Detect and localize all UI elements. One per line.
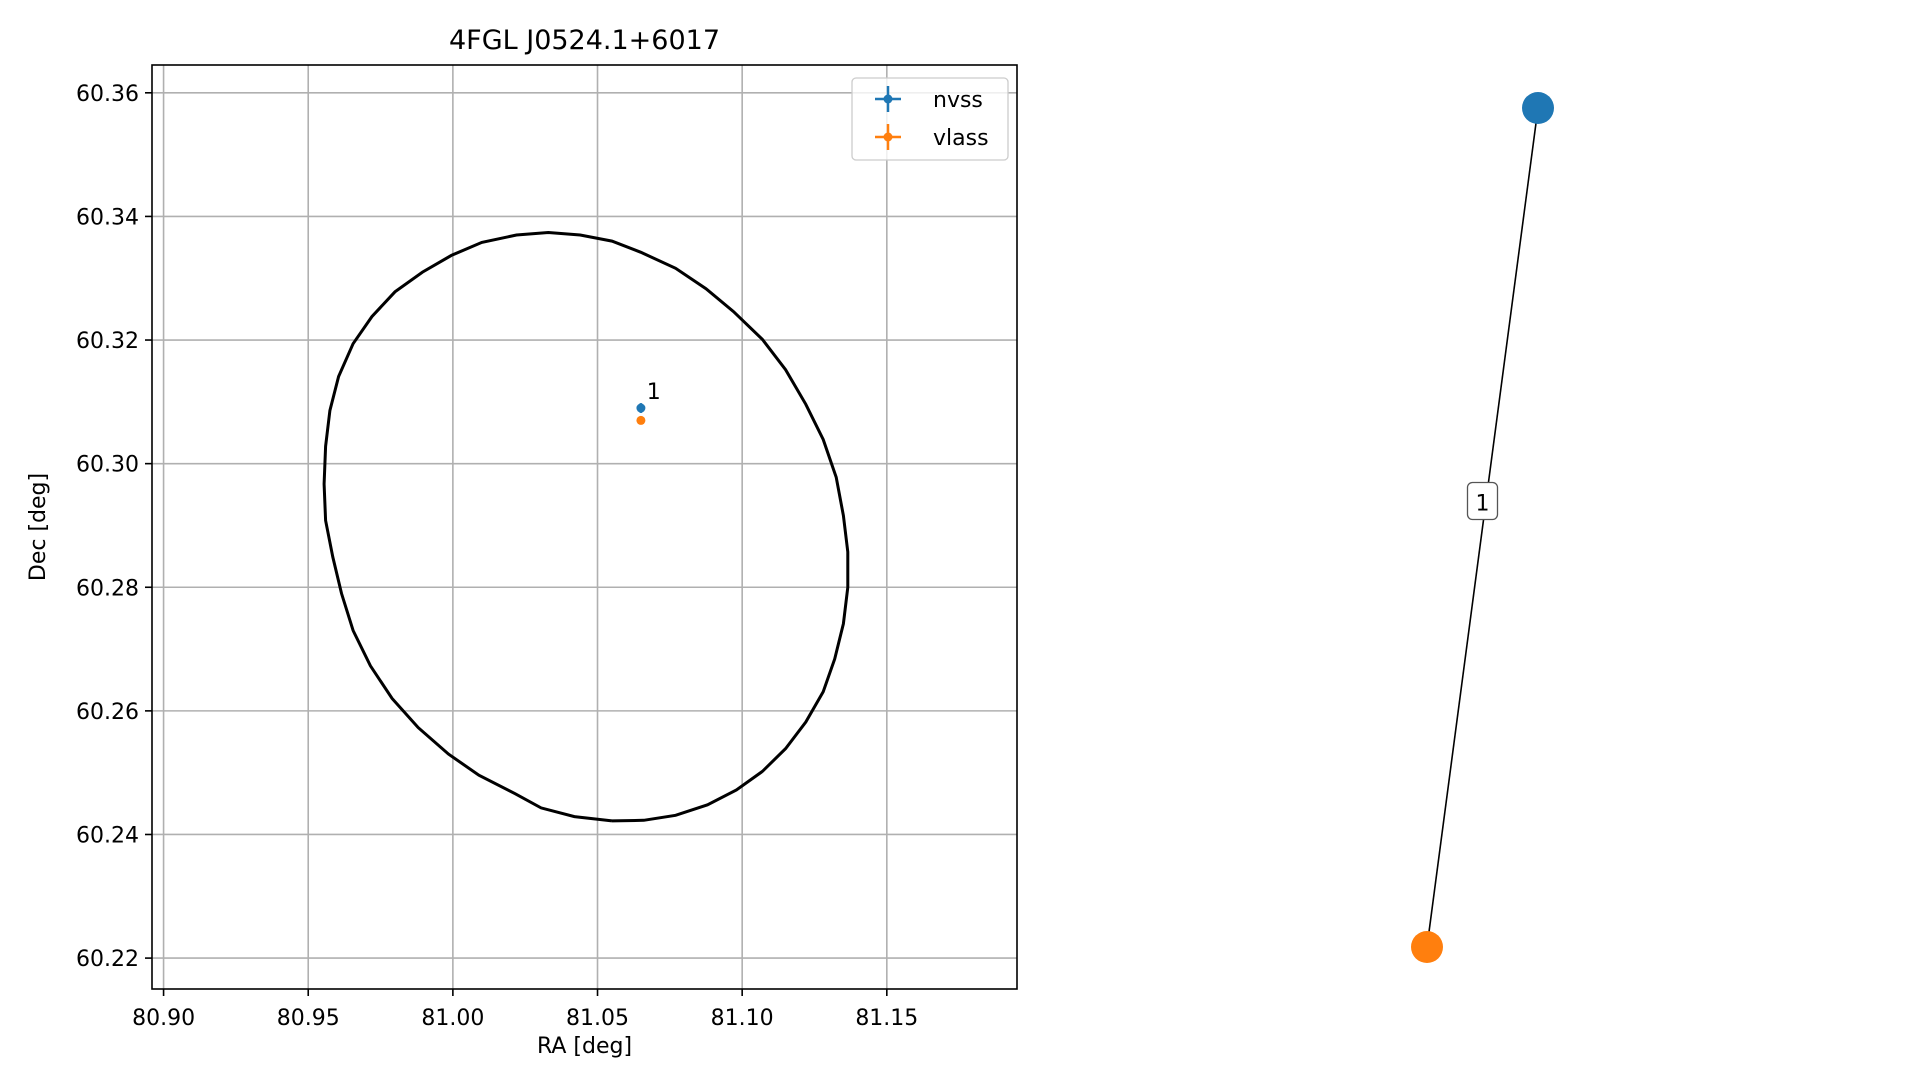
legend-entry-vlass [875,124,901,150]
x-tick-label: 81.05 [566,1006,629,1031]
y-tick-label: 60.24 [76,823,139,848]
data-point-nvss [636,403,646,413]
plot-frame [151,64,1018,990]
legend-label-nvss: nvss [933,88,983,113]
graph-node-nvss [1522,92,1554,124]
x-tick-label: 81.10 [711,1006,774,1031]
network-graph: 1 [1411,92,1554,963]
data-points: 1 [636,380,661,425]
y-tick-label: 60.30 [76,453,139,478]
x-axis-label: RA [deg] [537,1034,632,1059]
legend: nvss vlass [851,77,1009,161]
graph-edge [1426,107,1539,948]
legend-label-vlass: vlass [933,126,989,151]
data-point-vlass [636,415,646,425]
grid-lines [152,65,1017,989]
edge-label: 1 [1476,492,1490,517]
point-annotation: 1 [647,380,661,405]
confidence-ellipse [322,230,850,823]
y-axis-label: Dec [deg] [26,473,51,581]
x-tick-label: 81.00 [421,1006,484,1031]
y-tick-label: 60.26 [76,700,139,725]
edge-label-box [1466,481,1499,521]
scatter-plot: 1 80.90 80.95 81.00 81.05 81.10 81.15 60.2260… [26,25,1018,1059]
y-tick-label: 60.28 [76,576,139,601]
y-tick-label: 60.22 [76,947,139,972]
x-axis-ticks: 80.90 80.95 81.00 81.05 81.10 81.15 [132,989,918,1031]
chart-title: 4FGL J0524.1+6017 [449,25,720,56]
y-tick-label: 60.32 [76,329,139,354]
graph-node-vlass [1411,931,1443,963]
x-tick-label: 81.15 [855,1006,918,1031]
x-tick-label: 80.95 [277,1006,340,1031]
y-tick-label: 60.34 [76,205,139,230]
y-tick-label: 60.36 [76,82,139,107]
y-axis-ticks: 60.22 60.24 60.26 60.28 60.30 60.32 60.34 60.36 [76,82,152,972]
legend-entry-nvss [875,86,901,112]
x-tick-label: 80.90 [132,1006,195,1031]
